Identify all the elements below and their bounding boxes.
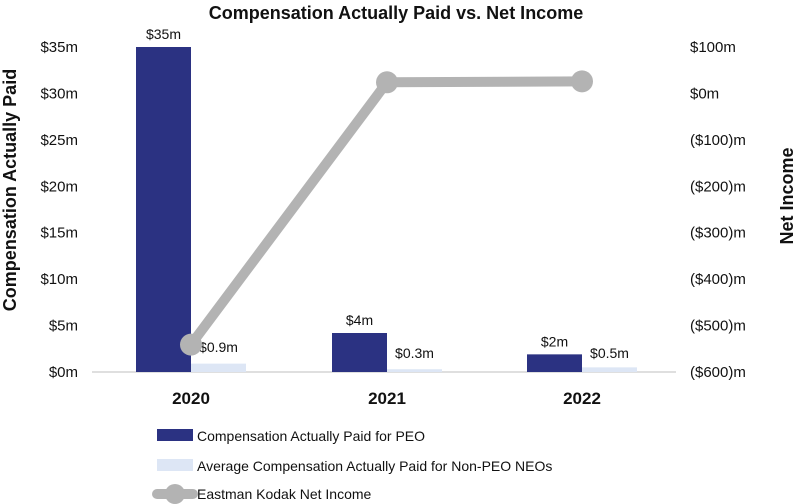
chart-title: Compensation Actually Paid vs. Net Incom… (209, 3, 583, 23)
bars (136, 47, 637, 372)
non-peo-bar (582, 367, 637, 372)
peo-bar-label: $35m (146, 26, 181, 42)
y2-tick-label: ($100)m (690, 132, 746, 149)
y-tick-label: $5m (49, 318, 78, 335)
y-axis-title: Compensation Actually Paid (0, 69, 20, 311)
legend-swatch (157, 429, 193, 441)
y2-tick-label: ($500)m (690, 318, 746, 335)
net-income-point (180, 333, 202, 356)
net-income-point (571, 70, 593, 93)
peo-bar (332, 333, 387, 372)
y2-tick-label: $100m (690, 39, 736, 56)
y2-tick-label: ($400)m (690, 271, 746, 288)
y2-tick-label: ($600)m (690, 364, 746, 381)
peo-bar-label: $4m (346, 312, 373, 328)
y-axis-ticks: $0m $5m $10m $15m $20m $25m $30m $35m (40, 39, 78, 381)
peo-bar (136, 47, 191, 372)
peo-bar-label: $2m (541, 333, 568, 349)
y2-tick-label: ($200)m (690, 178, 746, 195)
y-tick-label: $10m (40, 271, 78, 288)
non-peo-bar-label: $0.5m (590, 345, 629, 361)
y-tick-label: $0m (49, 364, 78, 381)
y-tick-label: $35m (40, 39, 78, 56)
legend-swatch (157, 459, 193, 471)
legend-label: Eastman Kodak Net Income (197, 486, 372, 502)
peo-bar (527, 354, 582, 372)
x-tick-label: 2021 (368, 389, 406, 408)
non-peo-bar-label: $0.9m (199, 339, 238, 355)
x-tick-label: 2022 (563, 389, 601, 408)
y-tick-label: $30m (40, 85, 78, 102)
legend-label: Average Compensation Actually Paid for N… (197, 458, 552, 474)
y2-tick-label: $0m (690, 85, 719, 102)
net-income-line (186, 76, 587, 350)
x-tick-label: 2020 (172, 389, 210, 408)
non-peo-bar-label: $0.3m (395, 345, 434, 361)
y-tick-label: $25m (40, 132, 78, 149)
y2-axis-ticks: ($600)m ($500)m ($400)m ($300)m ($200)m ($100… (690, 39, 746, 381)
y2-axis-title: Net Income (777, 147, 797, 244)
y-tick-label: $15m (40, 225, 78, 242)
legend: Compensation Actually Paid for PEO Averag… (152, 428, 552, 504)
non-peo-bar (191, 363, 246, 372)
y2-tick-label: ($300)m (690, 225, 746, 242)
y-tick-label: $20m (40, 178, 78, 195)
bar-labels: $35m $4m $2m $0.9m $0.3m $0.5m (146, 26, 629, 361)
legend-marker (165, 484, 185, 504)
x-axis-ticks: 2020 2021 2022 (172, 389, 601, 408)
legend-label: Compensation Actually Paid for PEO (197, 428, 425, 444)
net-income-point (376, 71, 398, 94)
net-income-line-series (180, 70, 593, 356)
non-peo-bar (387, 369, 442, 372)
